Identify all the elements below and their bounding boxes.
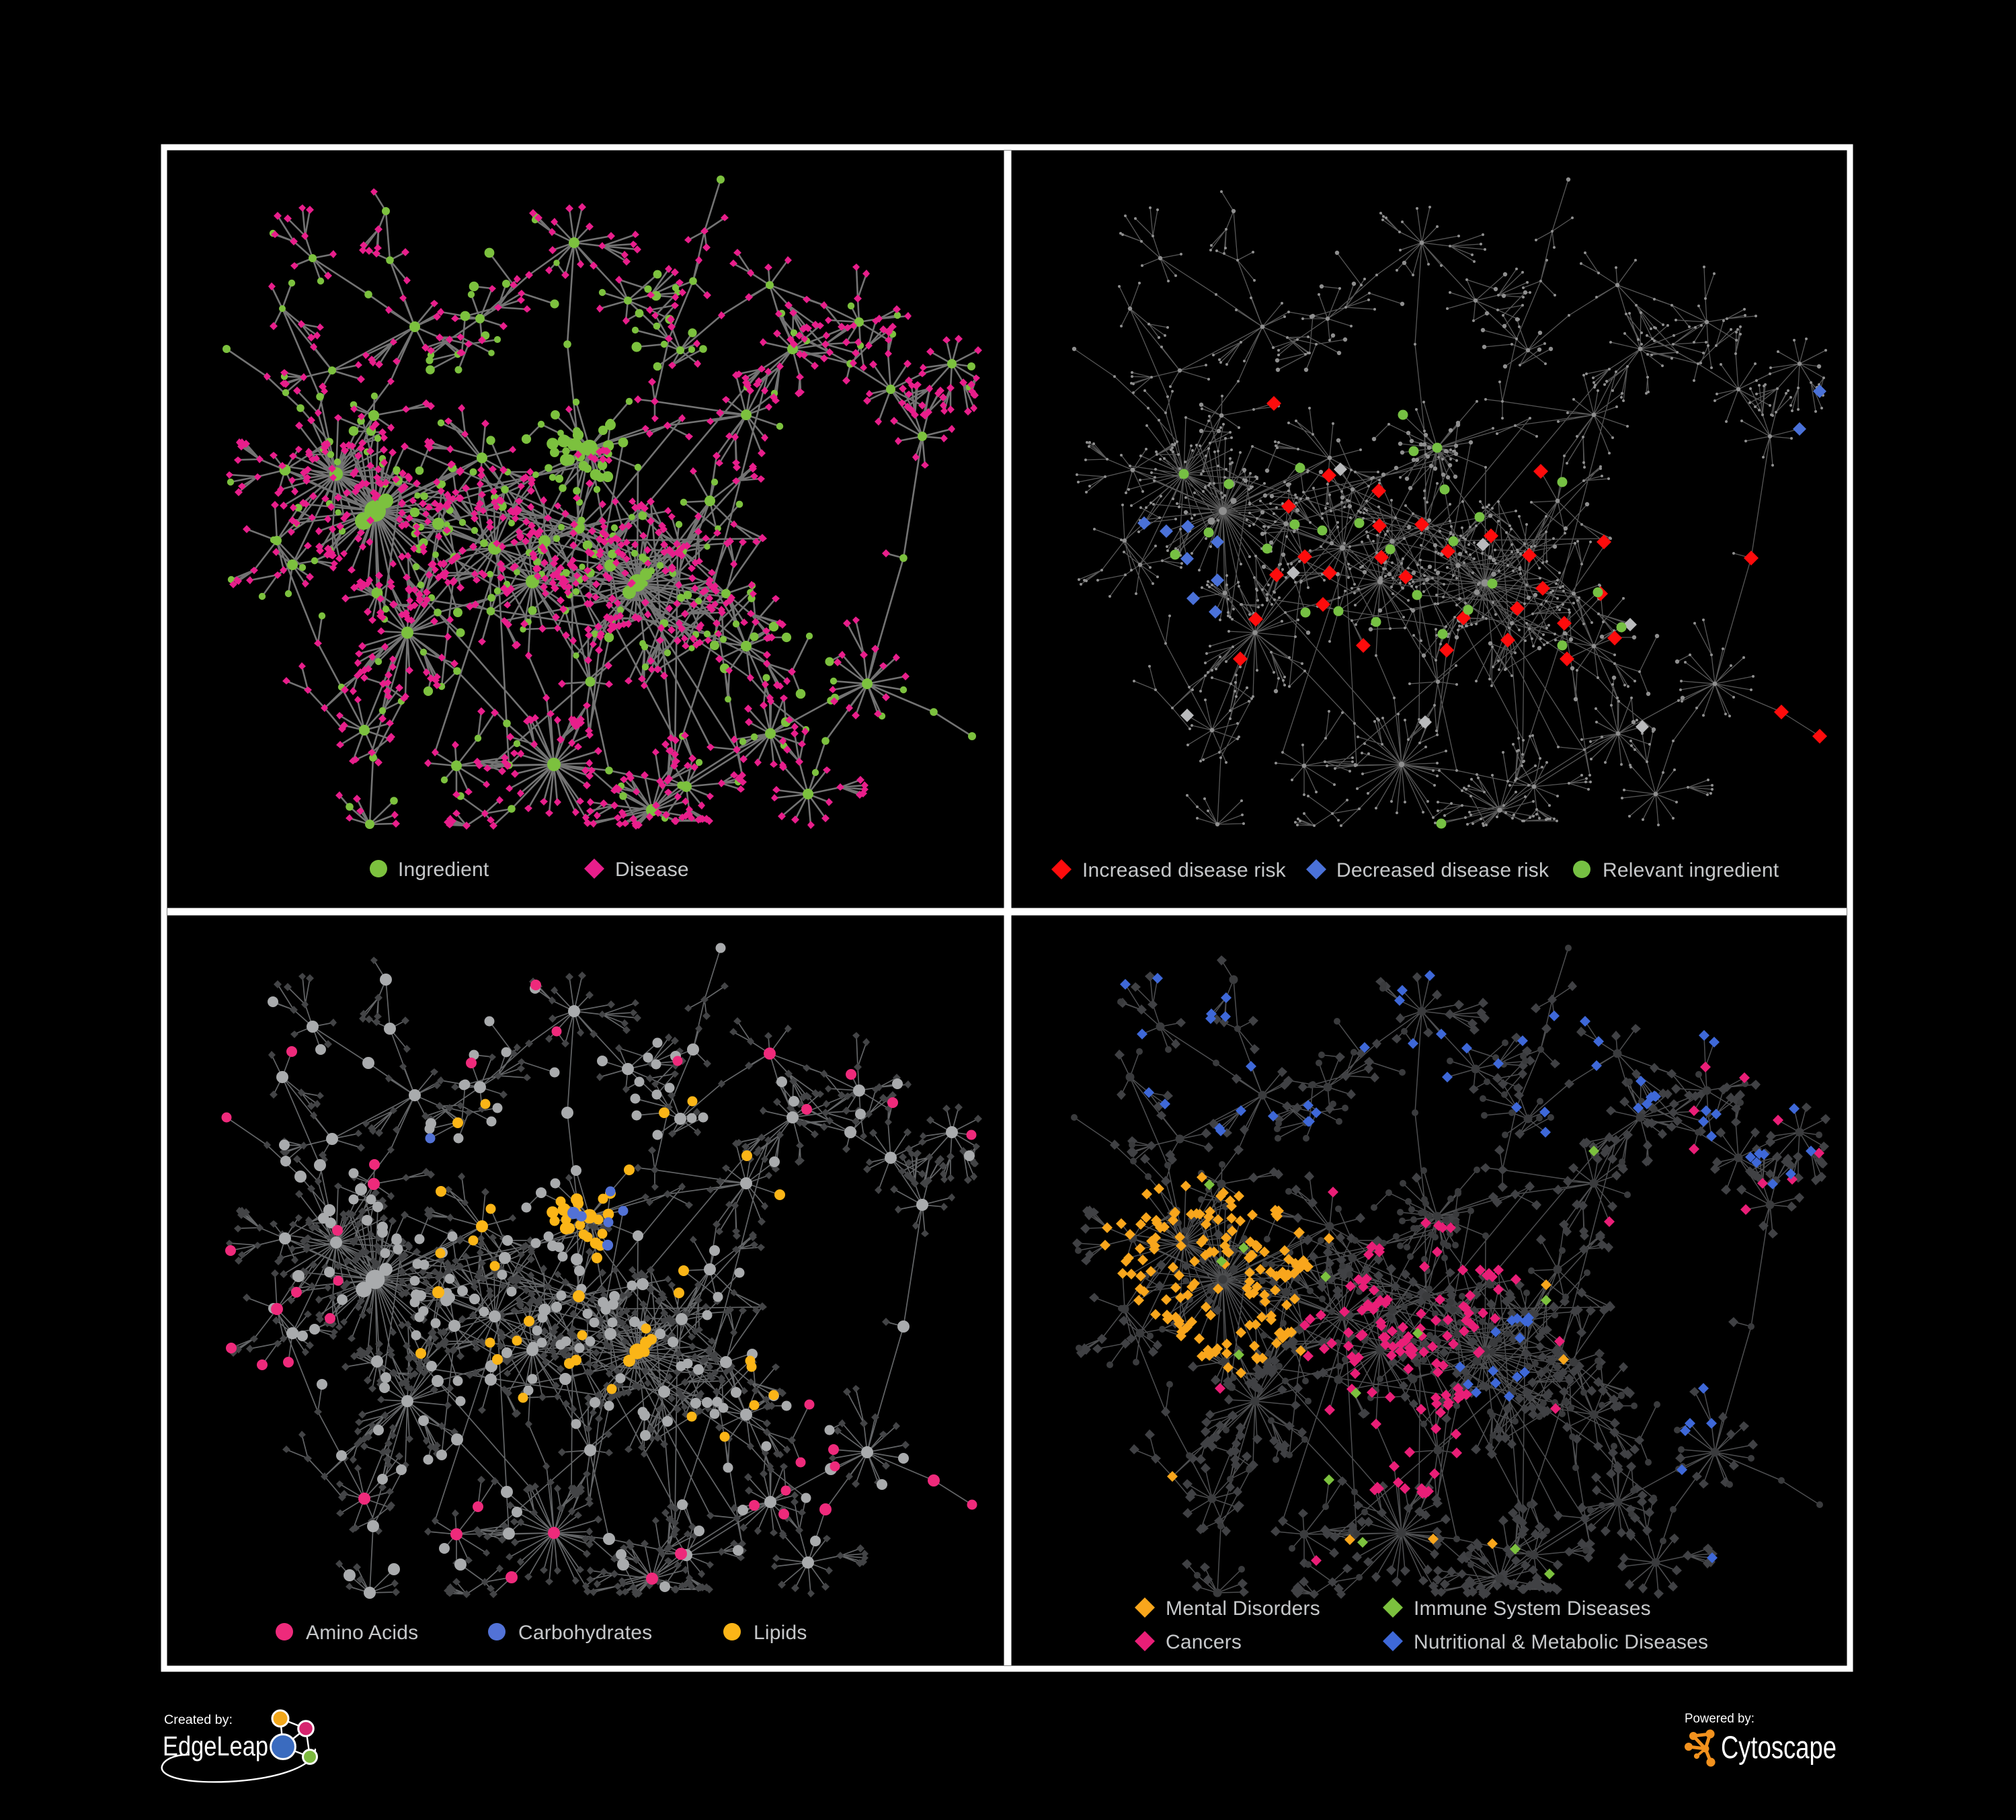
svg-text:Amino Acids: Amino Acids: [306, 1622, 418, 1644]
svg-text:Powered by:: Powered by:: [1685, 1712, 1755, 1726]
svg-text:EdgeLeap: EdgeLeap: [163, 1731, 268, 1762]
svg-text:Immune System Diseases: Immune System Diseases: [1414, 1597, 1651, 1620]
svg-text:Increased disease risk: Increased disease risk: [1082, 859, 1287, 881]
svg-text:Cancers: Cancers: [1166, 1631, 1242, 1653]
svg-text:Cytoscape: Cytoscape: [1721, 1729, 1837, 1765]
svg-text:Disease: Disease: [615, 859, 689, 881]
svg-text:Decreased disease risk: Decreased disease risk: [1336, 859, 1549, 881]
svg-text:Created by:: Created by:: [164, 1713, 233, 1727]
svg-text:Ingredient: Ingredient: [398, 859, 489, 881]
svg-text:Carbohydrates: Carbohydrates: [518, 1622, 652, 1644]
svg-text:Lipids: Lipids: [754, 1622, 807, 1644]
svg-text:Relevant ingredient: Relevant ingredient: [1603, 859, 1779, 881]
svg-text:Mental Disorders: Mental Disorders: [1166, 1597, 1320, 1620]
svg-text:Nutritional & Metabolic Diseas: Nutritional & Metabolic Diseases: [1414, 1631, 1708, 1653]
